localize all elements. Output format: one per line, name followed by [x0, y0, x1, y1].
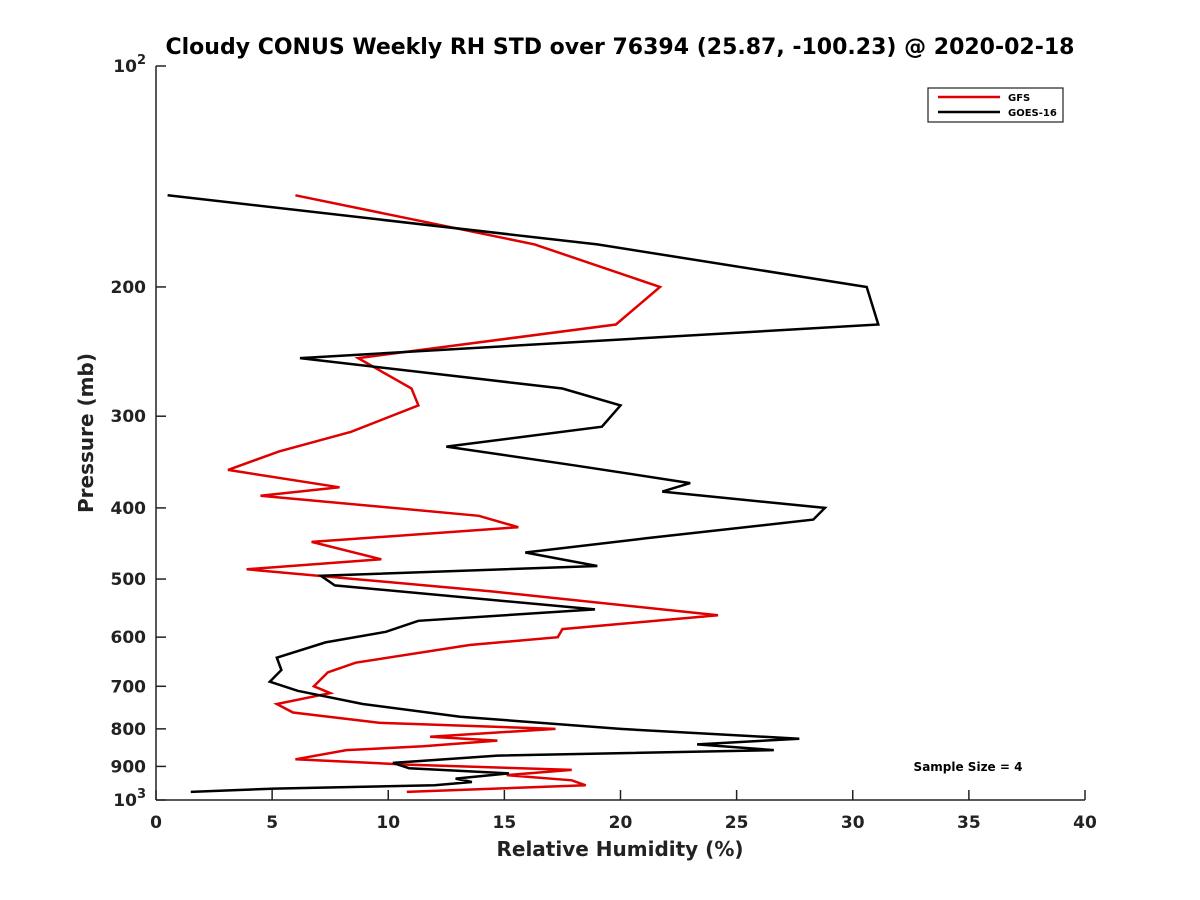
- y-tick-label: 600: [111, 628, 147, 648]
- x-tick-label: 10: [376, 813, 400, 833]
- legend-label-goes-16: GOES-16: [1008, 108, 1057, 119]
- y-tick-label: 200: [111, 278, 147, 298]
- legend-label-gfs: GFS: [1008, 93, 1030, 104]
- axes: 0 5 10 15 20 25 30 35 40 102 200 300 400 500 600 700 800…: [111, 53, 1097, 833]
- y-tick-label: 800: [111, 720, 147, 740]
- y-tick-label: 300: [111, 407, 147, 427]
- y-tick-label: 103: [113, 787, 146, 811]
- y-tick-label: 500: [111, 570, 147, 590]
- x-tick-label: 35: [957, 813, 981, 833]
- series-line-goes-16: [167, 194, 880, 794]
- x-tick-label: 15: [493, 813, 517, 833]
- legend-box: [927, 87, 1064, 123]
- y-tick-label: 102: [113, 53, 146, 77]
- chart-title: Cloudy CONUS Weekly RH STD over 76394 (2…: [166, 35, 1075, 60]
- series-layer: [167, 194, 880, 794]
- sample-size-annotation: Sample Size = 4: [914, 760, 1023, 774]
- x-tick-label: 0: [150, 813, 162, 833]
- x-tick-label: 40: [1073, 813, 1097, 833]
- legend: GFS GOES-16: [927, 87, 1064, 123]
- y-tick-label: 400: [111, 499, 147, 519]
- x-tick-label: 20: [609, 813, 633, 833]
- x-axis-label: Relative Humidity (%): [496, 837, 743, 861]
- series-line-gfs: [227, 194, 719, 794]
- y-tick-label: 700: [111, 677, 147, 697]
- x-tick-label: 5: [266, 813, 278, 833]
- x-tick-label: 25: [725, 813, 749, 833]
- x-tick-label: 30: [841, 813, 865, 833]
- y-tick-label: 900: [111, 757, 147, 777]
- y-axis-label: Pressure (mb): [74, 353, 98, 513]
